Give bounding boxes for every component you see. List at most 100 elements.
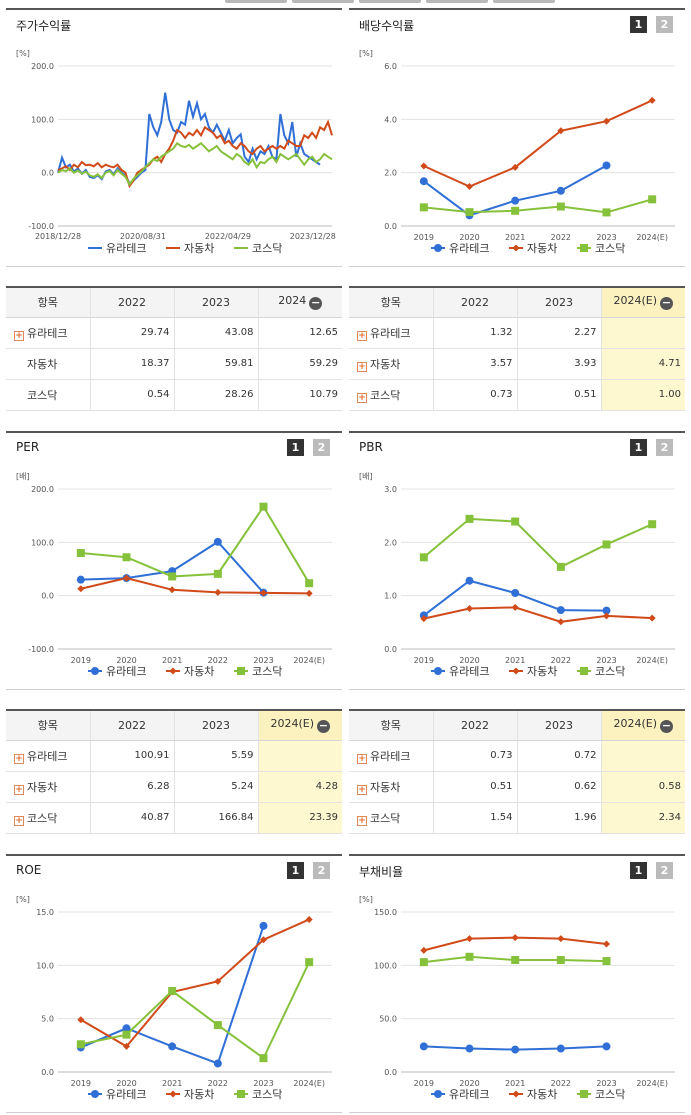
x-tick-label: 2023: [596, 656, 616, 665]
expand-plus-icon[interactable]: +: [357, 330, 367, 341]
y-tick-label: 15.0: [36, 908, 54, 917]
data-point: [465, 208, 474, 217]
legend-marker: [580, 1090, 588, 1098]
unit-label: [배]: [16, 472, 30, 481]
expand-plus-icon[interactable]: +: [357, 392, 367, 403]
stock-return-chart: [%] -100.0 0.0 100.0 200.0 2018/12/28 2020/08/…: [16, 49, 336, 255]
legend-marker: [237, 1090, 245, 1098]
expand-plus-icon[interactable]: +: [14, 784, 24, 795]
view-1-button[interactable]: 1: [630, 862, 647, 879]
column-header: 2023: [174, 710, 259, 741]
x-tick-label: 2021: [162, 1079, 182, 1088]
value-cell: 12.65: [258, 317, 342, 349]
data-point: [420, 615, 428, 623]
view-2-button[interactable]: 2: [313, 439, 330, 456]
x-tick-label: 2024(E): [636, 233, 668, 242]
x-tick-label: 2019: [71, 656, 91, 665]
y-tick-label: 0.0: [384, 222, 397, 231]
panel-dividend: 배당수익률 1 2 [%] 0.0 2.0 4.0 6.0 2019 2020 2021 202…: [349, 8, 685, 267]
view-1-button[interactable]: 1: [630, 439, 647, 456]
expand-plus-icon[interactable]: +: [357, 815, 367, 826]
value-cell: 166.84: [174, 802, 259, 834]
legend-label[interactable]: 유라테크: [449, 665, 489, 678]
view-1-button[interactable]: 1: [287, 439, 304, 456]
x-tick-label: 2020: [459, 656, 479, 665]
legend-label[interactable]: 자동차: [184, 1088, 214, 1101]
column-header: 2022: [433, 710, 518, 741]
data-point: [213, 569, 222, 578]
expand-plus-icon[interactable]: +: [357, 361, 367, 372]
collapse-icon[interactable]: −: [309, 296, 323, 311]
view-1-button[interactable]: 1: [287, 862, 304, 879]
column-header: 항목: [349, 710, 434, 741]
unit-label: [%]: [359, 895, 373, 904]
row-label: 유라테크: [370, 749, 411, 763]
collapse-icon[interactable]: −: [660, 296, 674, 311]
legend-label[interactable]: 유라테크: [449, 242, 489, 255]
data-point: [465, 952, 474, 961]
collapse-icon[interactable]: −: [317, 719, 331, 734]
collapse-icon[interactable]: −: [660, 719, 674, 734]
legend: 유라테크 자동차 코스닥: [88, 665, 282, 678]
legend-label[interactable]: 유라테크: [449, 1088, 489, 1101]
legend-label[interactable]: 유라테크: [106, 242, 146, 255]
legend-label[interactable]: 코스닥: [595, 242, 625, 255]
data-point: [419, 203, 428, 212]
column-header-label: 2023: [545, 295, 573, 309]
legend: 유라테크 자동차 코스닥: [431, 1088, 625, 1101]
panel-debt: 부채비율 1 2 [%] 0.0 50.0 100.0 150.0 2019 2020 202…: [349, 854, 685, 1113]
per-chart: [배] -100.0 0.0 100.0 200.0 2019 2020 2021 2022 20…: [16, 472, 332, 678]
legend-label[interactable]: 자동차: [527, 665, 557, 678]
column-header-label: 2023: [202, 718, 230, 732]
legend-label[interactable]: 코스닥: [252, 1088, 282, 1101]
value-cell: 40.87: [90, 802, 175, 834]
legend-label[interactable]: 자동차: [527, 1088, 557, 1101]
x-tick-label: 2022/04/29: [205, 232, 251, 241]
legend-label[interactable]: 코스닥: [595, 1088, 625, 1101]
value-cell: 0.73: [433, 379, 518, 411]
table-row: + 유라테크 100.91 5.59: [6, 740, 342, 772]
series-line: [423, 606, 653, 623]
view-2-button[interactable]: 2: [656, 439, 673, 456]
data-point: [511, 1045, 520, 1054]
expand-plus-icon[interactable]: +: [357, 753, 367, 764]
expand-plus-icon[interactable]: +: [14, 815, 24, 826]
data-point: [419, 958, 428, 967]
x-tick-label: 2019: [414, 233, 434, 242]
expand-plus-icon[interactable]: +: [357, 784, 367, 795]
x-tick-label: 2021: [505, 656, 525, 665]
view-2-button[interactable]: 2: [313, 862, 330, 879]
view-2-button[interactable]: 2: [656, 862, 673, 879]
legend-label[interactable]: 유라테크: [106, 665, 146, 678]
legend-label[interactable]: 자동차: [527, 242, 557, 255]
expand-plus-icon[interactable]: +: [14, 330, 24, 341]
view-2-button[interactable]: 2: [656, 16, 673, 33]
row-label: 코스닥: [370, 811, 401, 825]
legend-label[interactable]: 코스닥: [595, 665, 625, 678]
y-tick-label: 200.0: [31, 485, 54, 494]
legend: 유라테크 자동차 코스닥: [431, 665, 625, 678]
series-line: [80, 577, 310, 595]
data-point: [123, 1042, 130, 1050]
legend-label[interactable]: 유라테크: [106, 1088, 146, 1101]
panel-title: 배당수익률: [359, 19, 415, 33]
table-row: + 자동차 0.51 0.62 0.58: [349, 771, 685, 803]
legend-label[interactable]: 자동차: [184, 665, 214, 678]
data-point: [557, 618, 565, 626]
value-cell: [601, 740, 685, 772]
column-header-label: 항목: [37, 296, 58, 310]
view-1-button[interactable]: 1: [630, 16, 647, 33]
value-cell: [601, 317, 685, 349]
value-cell: 2.27: [517, 317, 602, 349]
legend-label[interactable]: 자동차: [184, 242, 214, 255]
data-point: [168, 586, 176, 594]
data-point: [511, 163, 519, 171]
data-point: [556, 956, 565, 964]
data-point: [77, 585, 85, 593]
legend-label[interactable]: 코스닥: [252, 242, 282, 255]
expand-plus-icon[interactable]: +: [14, 753, 24, 764]
legend-label[interactable]: 코스닥: [252, 665, 282, 678]
data-point: [511, 589, 520, 597]
value-cell: 0.58: [601, 771, 685, 803]
x-tick-label: 2022: [551, 233, 571, 242]
